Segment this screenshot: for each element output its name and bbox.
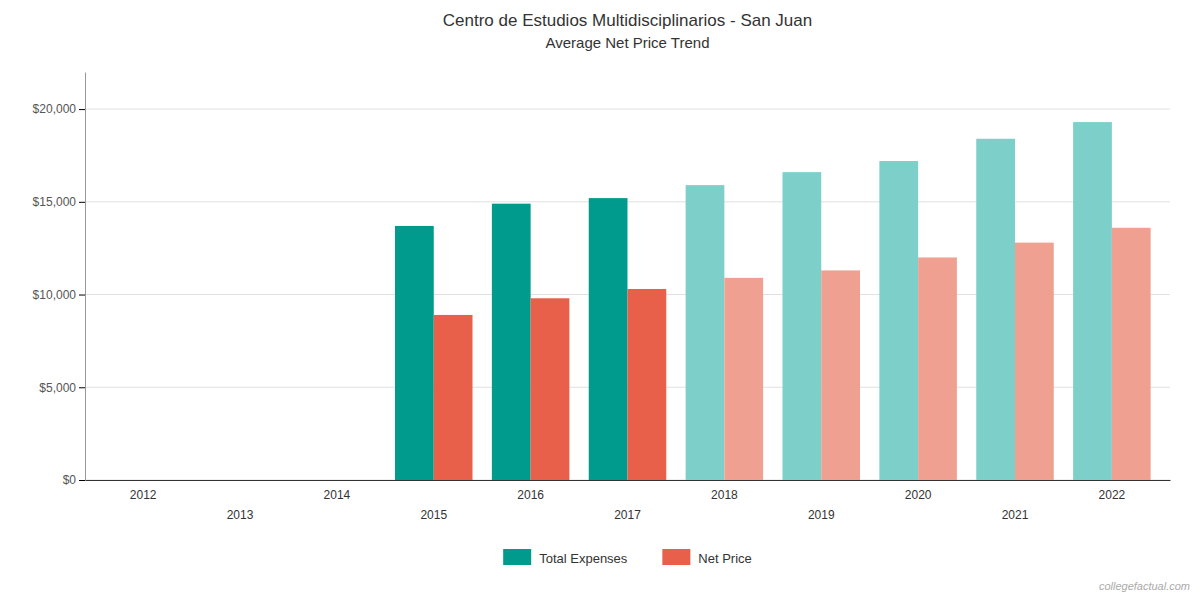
y-tick: $20,000 (33, 102, 85, 116)
x-tick-label: 2019 (808, 508, 835, 522)
x-tick-label: 2014 (324, 488, 351, 502)
title: Centro de Estudios Multidisciplinarios -… (443, 11, 812, 30)
y-tick-label: $20,000 (33, 102, 77, 116)
x-tick-label: 2021 (1002, 508, 1029, 522)
bar (879, 161, 918, 480)
x-tick-label: 2020 (905, 488, 932, 502)
chart: $0$5,000$10,000$15,000$20,00020122013201… (0, 0, 1200, 600)
x-tick: 2018 (711, 488, 738, 502)
bar-series (395, 122, 1112, 480)
y-tick: $10,000 (33, 288, 85, 302)
bar (628, 289, 667, 480)
bar (531, 298, 570, 480)
bar (976, 139, 1015, 480)
bar (686, 185, 725, 480)
x-tick: 2015 (420, 508, 447, 522)
x-tick-label: 2012 (130, 488, 157, 502)
legend-item: Net Price (662, 549, 751, 566)
x-tick-label: 2017 (614, 508, 641, 522)
legend-item: Total Expenses (503, 549, 628, 566)
x-tick-label: 2016 (517, 488, 544, 502)
watermark: collegefactual.com (1099, 580, 1190, 592)
bar (395, 226, 434, 480)
y-tick-label: $10,000 (33, 288, 77, 302)
x-axis: 2012 2013 2014 2015 2016 2017 2018 2019 2020 2021… (86, 481, 1171, 522)
bar (821, 270, 860, 480)
y-tick: $15,000 (33, 195, 85, 209)
legend: Total Expenses Net Price (503, 549, 752, 566)
y-tick-mark (79, 202, 85, 203)
y-tick-mark (79, 109, 85, 110)
y-tick-mark (79, 387, 85, 388)
x-tick: 2016 (517, 488, 544, 502)
x-axis-line (86, 480, 1171, 481)
bars (395, 122, 1151, 480)
y-axis: $0 $5,000 $10,000 $15,000 $20,000 (33, 73, 86, 488)
legend-label: Net Price (698, 551, 751, 566)
bar (1073, 122, 1112, 480)
bar (918, 257, 957, 480)
grid-line (85, 109, 1170, 110)
grid (85, 109, 1170, 480)
y-tick-label: $0 (63, 473, 77, 487)
x-tick: 2022 (1099, 488, 1126, 502)
x-tick: 2017 (614, 508, 641, 522)
y-tick-mark (79, 480, 85, 481)
y-tick-mark (79, 295, 85, 296)
x-tick-label: 2018 (711, 488, 738, 502)
legend-swatch (503, 549, 531, 565)
title-group: Centro de Estudios Multidisciplinarios -… (443, 11, 812, 51)
legend-swatch (662, 549, 690, 565)
legend-label: Total Expenses (539, 551, 628, 566)
x-tick: 2014 (324, 488, 351, 502)
x-tick: 2020 (905, 488, 932, 502)
bar-series (434, 228, 1151, 480)
bar (434, 315, 473, 480)
y-tick: $5,000 (39, 381, 85, 395)
x-tick-label: 2013 (227, 508, 254, 522)
x-tick: 2013 (227, 508, 254, 522)
y-tick-label: $15,000 (33, 195, 77, 209)
bar (492, 204, 531, 480)
bar (783, 172, 822, 480)
y-tick: $0 (63, 473, 85, 487)
x-tick-label: 2022 (1099, 488, 1126, 502)
subtitle: Average Net Price Trend (546, 34, 710, 51)
x-tick: 2012 (130, 488, 157, 502)
x-tick: 2019 (808, 508, 835, 522)
y-axis-line (85, 73, 86, 481)
plot-area: $0$5,000$10,000$15,000$20,00020122013201… (33, 73, 1171, 522)
x-tick: 2021 (1002, 508, 1029, 522)
y-tick-label: $5,000 (39, 381, 76, 395)
bar (1015, 243, 1054, 480)
bar (1112, 228, 1151, 480)
bar (724, 278, 763, 480)
bar (589, 198, 628, 480)
x-tick-label: 2015 (420, 508, 447, 522)
